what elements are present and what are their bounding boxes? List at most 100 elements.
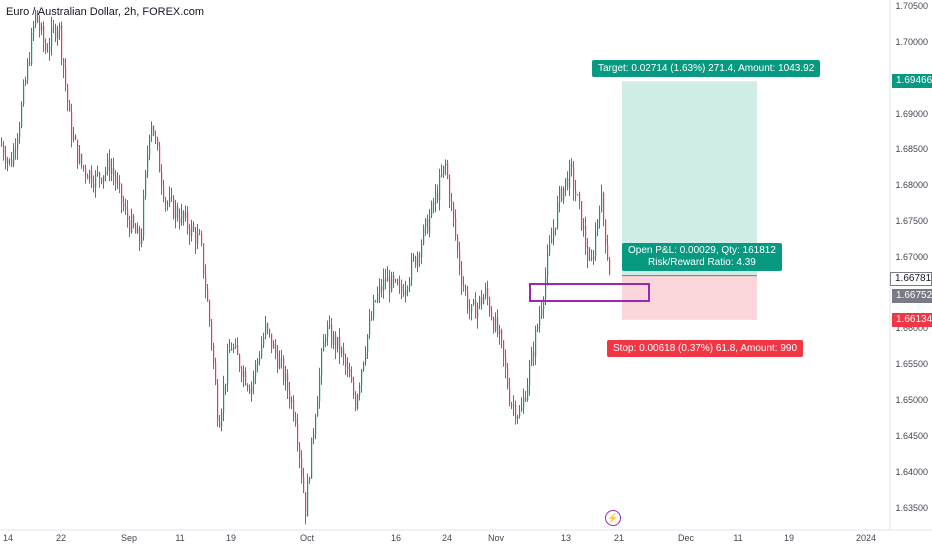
candle-body [151,125,153,137]
x-tick-label: 24 [441,533,453,543]
pnl-text: Open P&L: 0.00029, Qty: 161812 [628,245,776,256]
candle-body [381,286,383,292]
candle-body [23,84,25,105]
candle-body [599,211,601,220]
candle-body [501,329,503,341]
candle-body [219,421,221,427]
candle-body [345,356,347,367]
flash-icon[interactable]: ⚡ [605,510,621,526]
candle-body [5,155,7,164]
candle-body [129,219,131,233]
rr-text: Risk/Reward Ratio: 4.39 [648,257,756,268]
candle-body [303,476,305,493]
candle-body [227,352,229,384]
candle-body [447,163,449,178]
x-tick-label: 16 [390,533,402,543]
candle-body [167,202,169,204]
candle-body [471,304,473,312]
candle-body [75,136,77,140]
candle-body [173,197,175,219]
candle-body [259,357,261,361]
candle-body [279,358,281,369]
candle-body [499,329,501,335]
candle-body [457,236,459,250]
candle-body [49,46,51,52]
candle-body [83,165,85,168]
price-axis[interactable]: 1.705001.700001.695001.690001.685001.680… [892,0,932,530]
candle-body [551,238,553,244]
y-tick-label: 1.67500 [895,216,928,227]
candle-body [369,319,371,335]
candle-body [267,323,269,330]
candle-body [115,175,117,184]
candle-body [153,125,155,136]
candle-body [527,385,529,401]
candle-body [601,193,603,212]
candle-body [229,348,231,353]
candle-body [395,279,397,281]
candle-body [113,168,115,176]
candle-body [171,196,173,198]
candle-body [593,256,595,260]
candle-body [57,29,59,39]
candle-body [249,387,251,393]
candle-body [311,437,313,479]
candle-body [481,296,483,304]
candle-body [465,287,467,292]
price-label: 1.69466 [892,74,932,89]
candle-body [59,25,61,30]
candle-body [11,159,13,166]
candle-body [203,243,205,275]
candle-body [415,256,417,266]
candle-body [455,217,457,237]
candle-body [609,259,611,276]
candle-body [503,340,505,358]
candle-body [541,309,543,316]
candle-body [225,383,227,387]
candle-body [9,159,11,161]
y-tick-label: 1.69000 [895,108,928,119]
candle-body [571,163,573,168]
chart-title: Euro / Australian Dollar, 2h, FOREX.com [6,6,205,18]
candle-body [581,201,583,230]
candle-body [417,254,419,266]
candle-body [523,397,525,408]
candle-body [297,424,299,445]
candle-body [73,136,75,140]
candle-body [71,111,73,140]
candle-body [383,278,385,292]
candle-body [143,196,145,237]
candle-body [319,375,321,402]
candle-body [607,244,609,260]
candle-body [201,234,203,244]
candle-body [431,202,433,217]
candle-body [123,202,125,207]
candle-body [91,170,93,184]
candle-body [587,246,589,261]
candle-body [149,136,151,156]
y-tick-label: 1.67000 [895,251,928,262]
candle-body [89,170,91,180]
candle-body [393,274,395,281]
candle-body [215,362,217,385]
candle-body [187,212,189,229]
candle-body [81,154,83,166]
candle-body [33,25,35,33]
candle-body [239,354,241,369]
candle-body [449,177,451,202]
candle-body [399,284,401,286]
candle-body [287,373,289,391]
candle-body [141,236,143,244]
candle-body [85,167,87,176]
candle-body [139,227,141,244]
candle-body [437,192,439,201]
candle-body [443,165,445,175]
candle-body [531,351,533,366]
candle-body [559,188,561,203]
candle-body [555,227,557,230]
candle-body [423,226,425,244]
candle-body [285,373,287,382]
candle-body [265,323,267,338]
candle-body [385,278,387,282]
